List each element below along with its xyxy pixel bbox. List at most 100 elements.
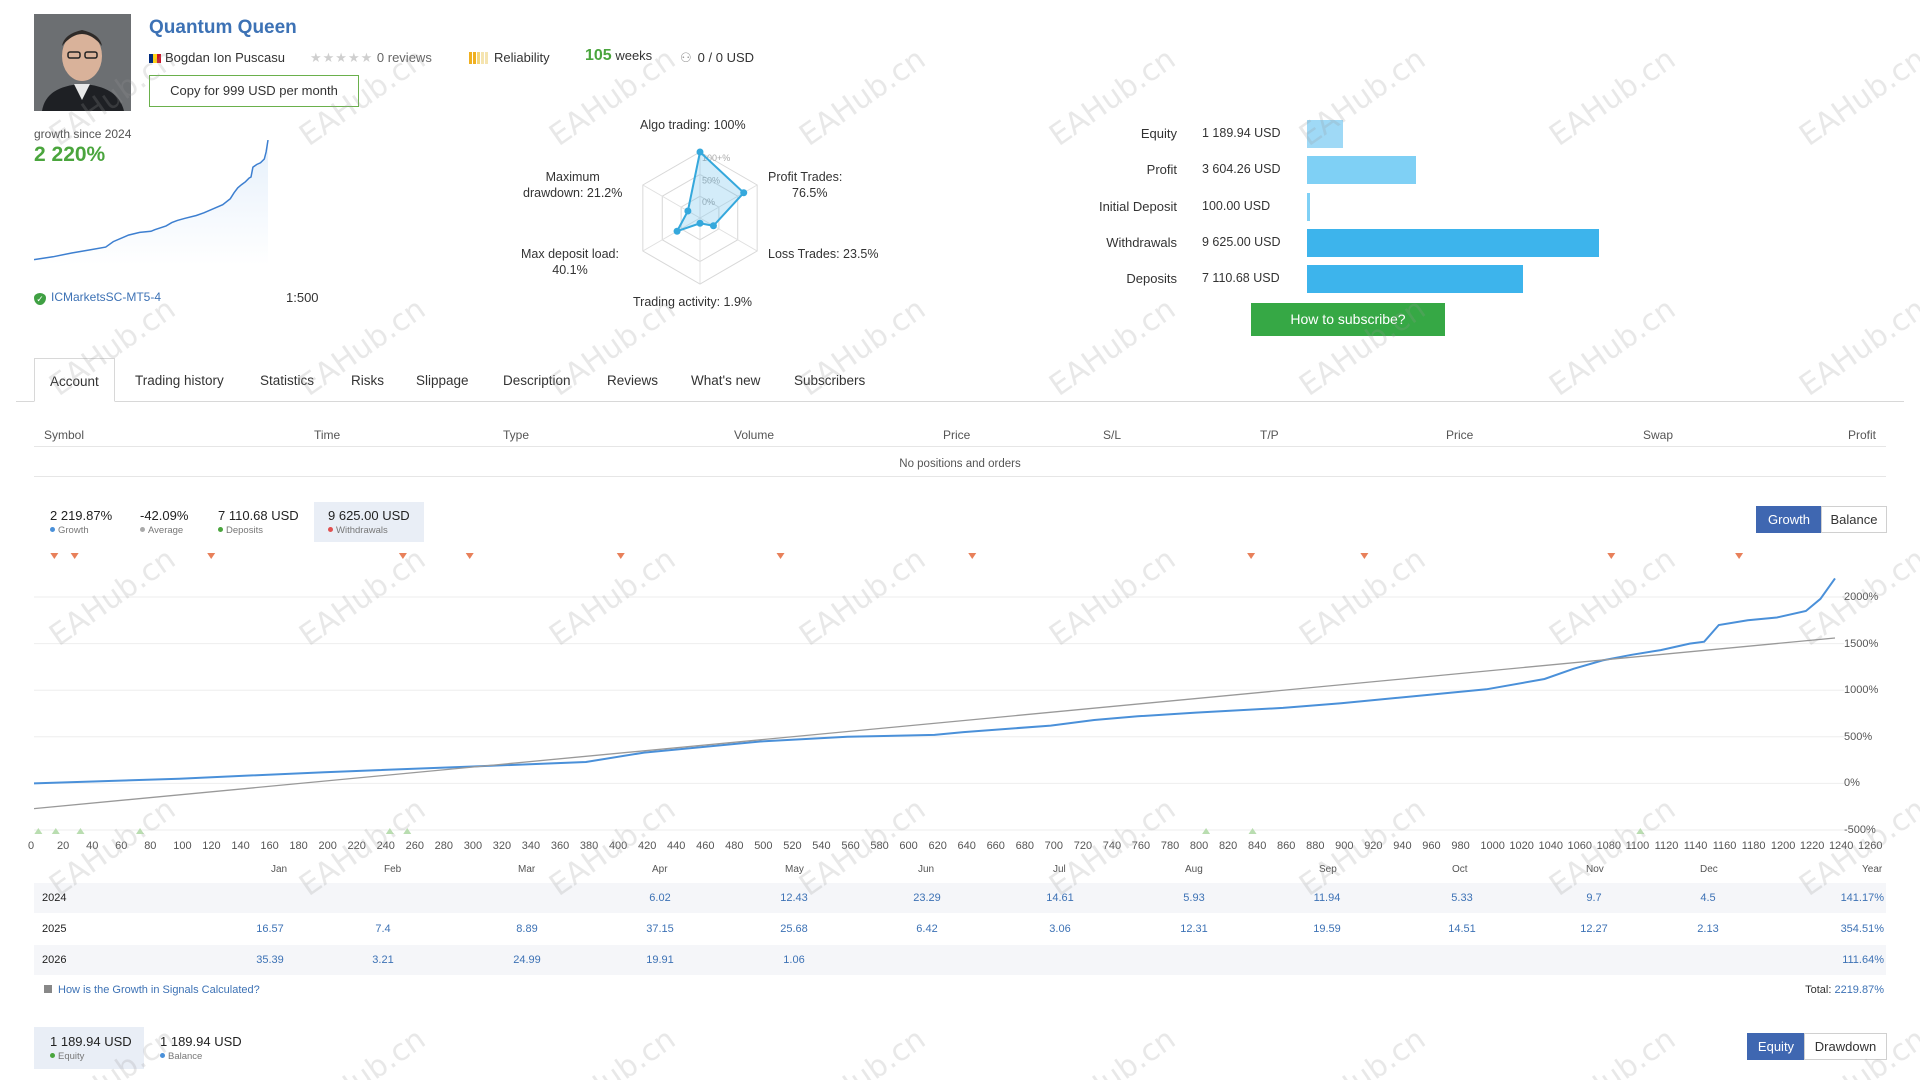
deposit-marker[interactable] [403,828,412,834]
col-price[interactable]: Price [943,428,971,442]
withdrawal-marker[interactable] [398,553,407,559]
stat-average-value: -42.09% [140,508,189,523]
copy-button[interactable]: Copy for 999 USD per month [149,75,359,107]
growth-chart[interactable] [34,545,1844,845]
withdrawal-marker[interactable] [776,553,785,559]
x-tick-label: 220 [347,840,366,852]
year-total-cell: 354.51% [1840,923,1884,935]
tab-subscribers[interactable]: Subscribers [794,373,866,388]
col-volume[interactable]: Volume [734,428,775,442]
y-tick-label: 1000% [1844,684,1879,697]
stat-balance: 1 189.94 USD Balance [144,1027,254,1069]
withdrawal-marker[interactable] [1247,553,1256,559]
subscribe-button[interactable]: How to subscribe? [1251,303,1445,336]
author-name[interactable]: Bogdan Ion Puscasu [149,50,285,65]
broker-server[interactable]: ✓ ICMarketsSC-MT5-4 [34,290,161,305]
withdrawal-marker[interactable] [1735,553,1744,559]
y-tick-label: 1500% [1844,637,1879,650]
tab-whats-new[interactable]: What's new [691,373,761,388]
deposit-marker[interactable] [76,828,85,834]
stat-deposits: 7 110.68 USD Deposits [204,502,310,542]
year-label: 2026 [42,954,67,966]
tab-trading-history[interactable]: Trading history [135,373,224,388]
tab-account[interactable]: Account [34,358,115,402]
x-tick-label: 960 [1422,840,1441,852]
col-tp[interactable]: T/P [1260,428,1279,442]
total-value: 2219.87% [1834,984,1884,996]
withdrawal-marker[interactable] [207,553,216,559]
weeks-label: weeks [615,48,653,63]
stat-equity-label: Equity [58,1051,85,1062]
withdrawal-marker[interactable] [70,553,79,559]
year-label: 2025 [42,923,67,935]
x-tick-label: 420 [638,840,657,852]
deposit-marker[interactable] [1202,828,1211,834]
tab-slippage[interactable]: Slippage [416,373,469,388]
watermark-text: EAHub.cn [793,1021,933,1080]
tab-description[interactable]: Description [503,373,571,388]
withdrawal-marker[interactable] [968,553,977,559]
balance-value-equity: 1 189.94 USD [1202,126,1281,140]
growth-series-line [34,577,1836,785]
info-square-icon [44,985,52,993]
subscribers-icon: ⚇ [680,50,692,65]
signal-title[interactable]: Quantum Queen [149,17,297,38]
no-positions-text: No positions and orders [899,458,1021,470]
weeks-number: 105 [585,47,612,64]
x-tick-label: 760 [1131,840,1151,852]
radar-label-loss-trades: Loss Trades: 23.5% [768,247,879,261]
withdrawal-marker[interactable] [1360,553,1369,559]
x-tick-label: 200 [318,840,337,852]
x-tick-label: 60 [115,840,128,852]
month-growth-cell: 11.94 [1313,892,1341,904]
how-growth-link[interactable]: How is the Growth in Signals Calculated? [44,984,260,996]
col-symbol[interactable]: Symbol [44,428,85,442]
total-label: Total: [1805,984,1832,996]
stat-balance-value: 1 189.94 USD [160,1034,242,1049]
deposit-marker[interactable] [1248,828,1257,834]
withdrawal-marker[interactable] [50,553,59,559]
x-tick-label: 1200 [1770,840,1796,852]
deposit-marker[interactable] [385,828,394,834]
radar-point-deposit_load [673,227,681,235]
month-growth-cell: 23.29 [913,892,941,904]
month-growth-cell: 25.68 [780,923,808,935]
x-tick-label: 480 [725,840,744,852]
col-swap[interactable]: Swap [1643,428,1674,442]
drawdown-toggle[interactable]: Drawdown [1804,1033,1887,1060]
deposit-marker[interactable] [51,828,60,834]
deposit-marker[interactable] [34,828,43,834]
month-label: Feb [384,864,402,875]
x-tick-label: 940 [1393,840,1412,852]
deposit-marker[interactable] [136,828,145,834]
radar-label-activity: Trading activity: 1.9% [633,295,753,309]
total-growth: Total: 2219.87% [1805,984,1884,996]
growth-dot-icon [50,527,55,532]
reliability: Reliability [469,50,550,65]
x-tick-label: 820 [1218,840,1238,852]
growth-toggle[interactable]: Growth [1756,506,1822,533]
col-time[interactable]: Time [314,428,341,442]
x-tick-label: 180 [289,840,308,852]
col-type[interactable]: Type [503,428,530,442]
radar-chart: 100+% 50% 0% [642,148,758,285]
col-profit[interactable]: Profit [1848,428,1877,442]
equity-toggle[interactable]: Equity [1747,1033,1805,1060]
tab-reviews[interactable]: Reviews [607,373,659,388]
deposit-marker[interactable] [1636,828,1645,834]
y-tick-label: 500% [1844,730,1873,743]
stat-withdrawals[interactable]: 9 625.00 USD Withdrawals [314,502,424,542]
withdrawal-marker[interactable] [1607,553,1616,559]
stat-equity[interactable]: 1 189.94 USD Equity [34,1027,144,1069]
deposits-dot-icon [218,527,223,532]
balance-toggle[interactable]: Balance [1821,506,1887,533]
withdrawal-marker[interactable] [616,553,625,559]
watermark-text: EAHub.cn [543,1021,683,1080]
author-avatar[interactable] [34,14,131,111]
col-price-current[interactable]: Price [1446,428,1474,442]
withdrawal-marker[interactable] [465,553,474,559]
tab-statistics[interactable]: Statistics [260,373,315,388]
col-sl[interactable]: S/L [1103,428,1122,442]
rating[interactable]: ★★★★★ 0 reviews [310,50,432,66]
tab-risks[interactable]: Risks [351,373,384,388]
